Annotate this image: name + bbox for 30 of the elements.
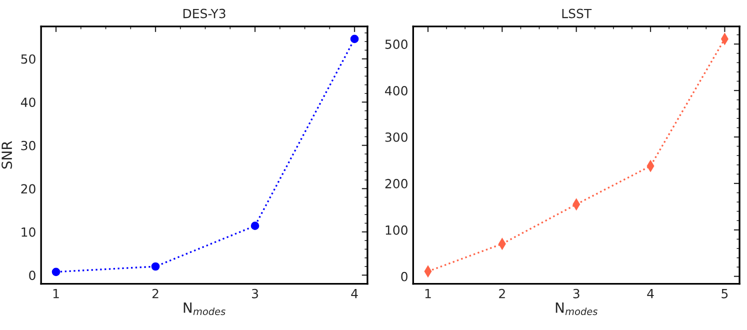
y-tick-label: 10 [22,227,36,237]
y-tick-label: 30 [21,140,36,150]
y-tick-label: 40 [20,98,36,108]
x-tick-label: 3 [573,288,580,298]
y-tick-label: 200 [385,178,408,188]
y-axis-title: SNR [2,141,12,169]
point [151,262,160,271]
x-axis-title: N$_{modes}$ [184,302,226,316]
y-tick-label: 50 [21,54,36,64]
x-tick-label: 2 [499,288,505,298]
chart-title: DES-Y3 [183,8,226,18]
x-tick-label: 4 [647,289,654,298]
x-tick-label: 2 [152,288,158,298]
y-tick-label: 0 [401,272,408,282]
x-axis-title: N$_{modes}$ [556,302,598,316]
x-tick-label: 1 [53,289,59,298]
point [250,222,260,230]
y-tick-label: 0 [29,270,36,280]
x-tick-label: 3 [252,288,258,298]
chart-title: LSST [562,8,592,18]
y-tick-label: 400 [385,86,408,96]
y-tick-label: 100 [386,225,408,235]
point [350,34,359,44]
x-tick-label: 4 [351,289,358,298]
x-tick-label: 1 [425,289,431,298]
y-tick-label: 500 [385,40,408,49]
y-tick-label: 20 [21,184,36,194]
y-tick-label: 300 [385,132,408,142]
x-tick-label: 5 [722,289,728,298]
point [52,268,60,276]
